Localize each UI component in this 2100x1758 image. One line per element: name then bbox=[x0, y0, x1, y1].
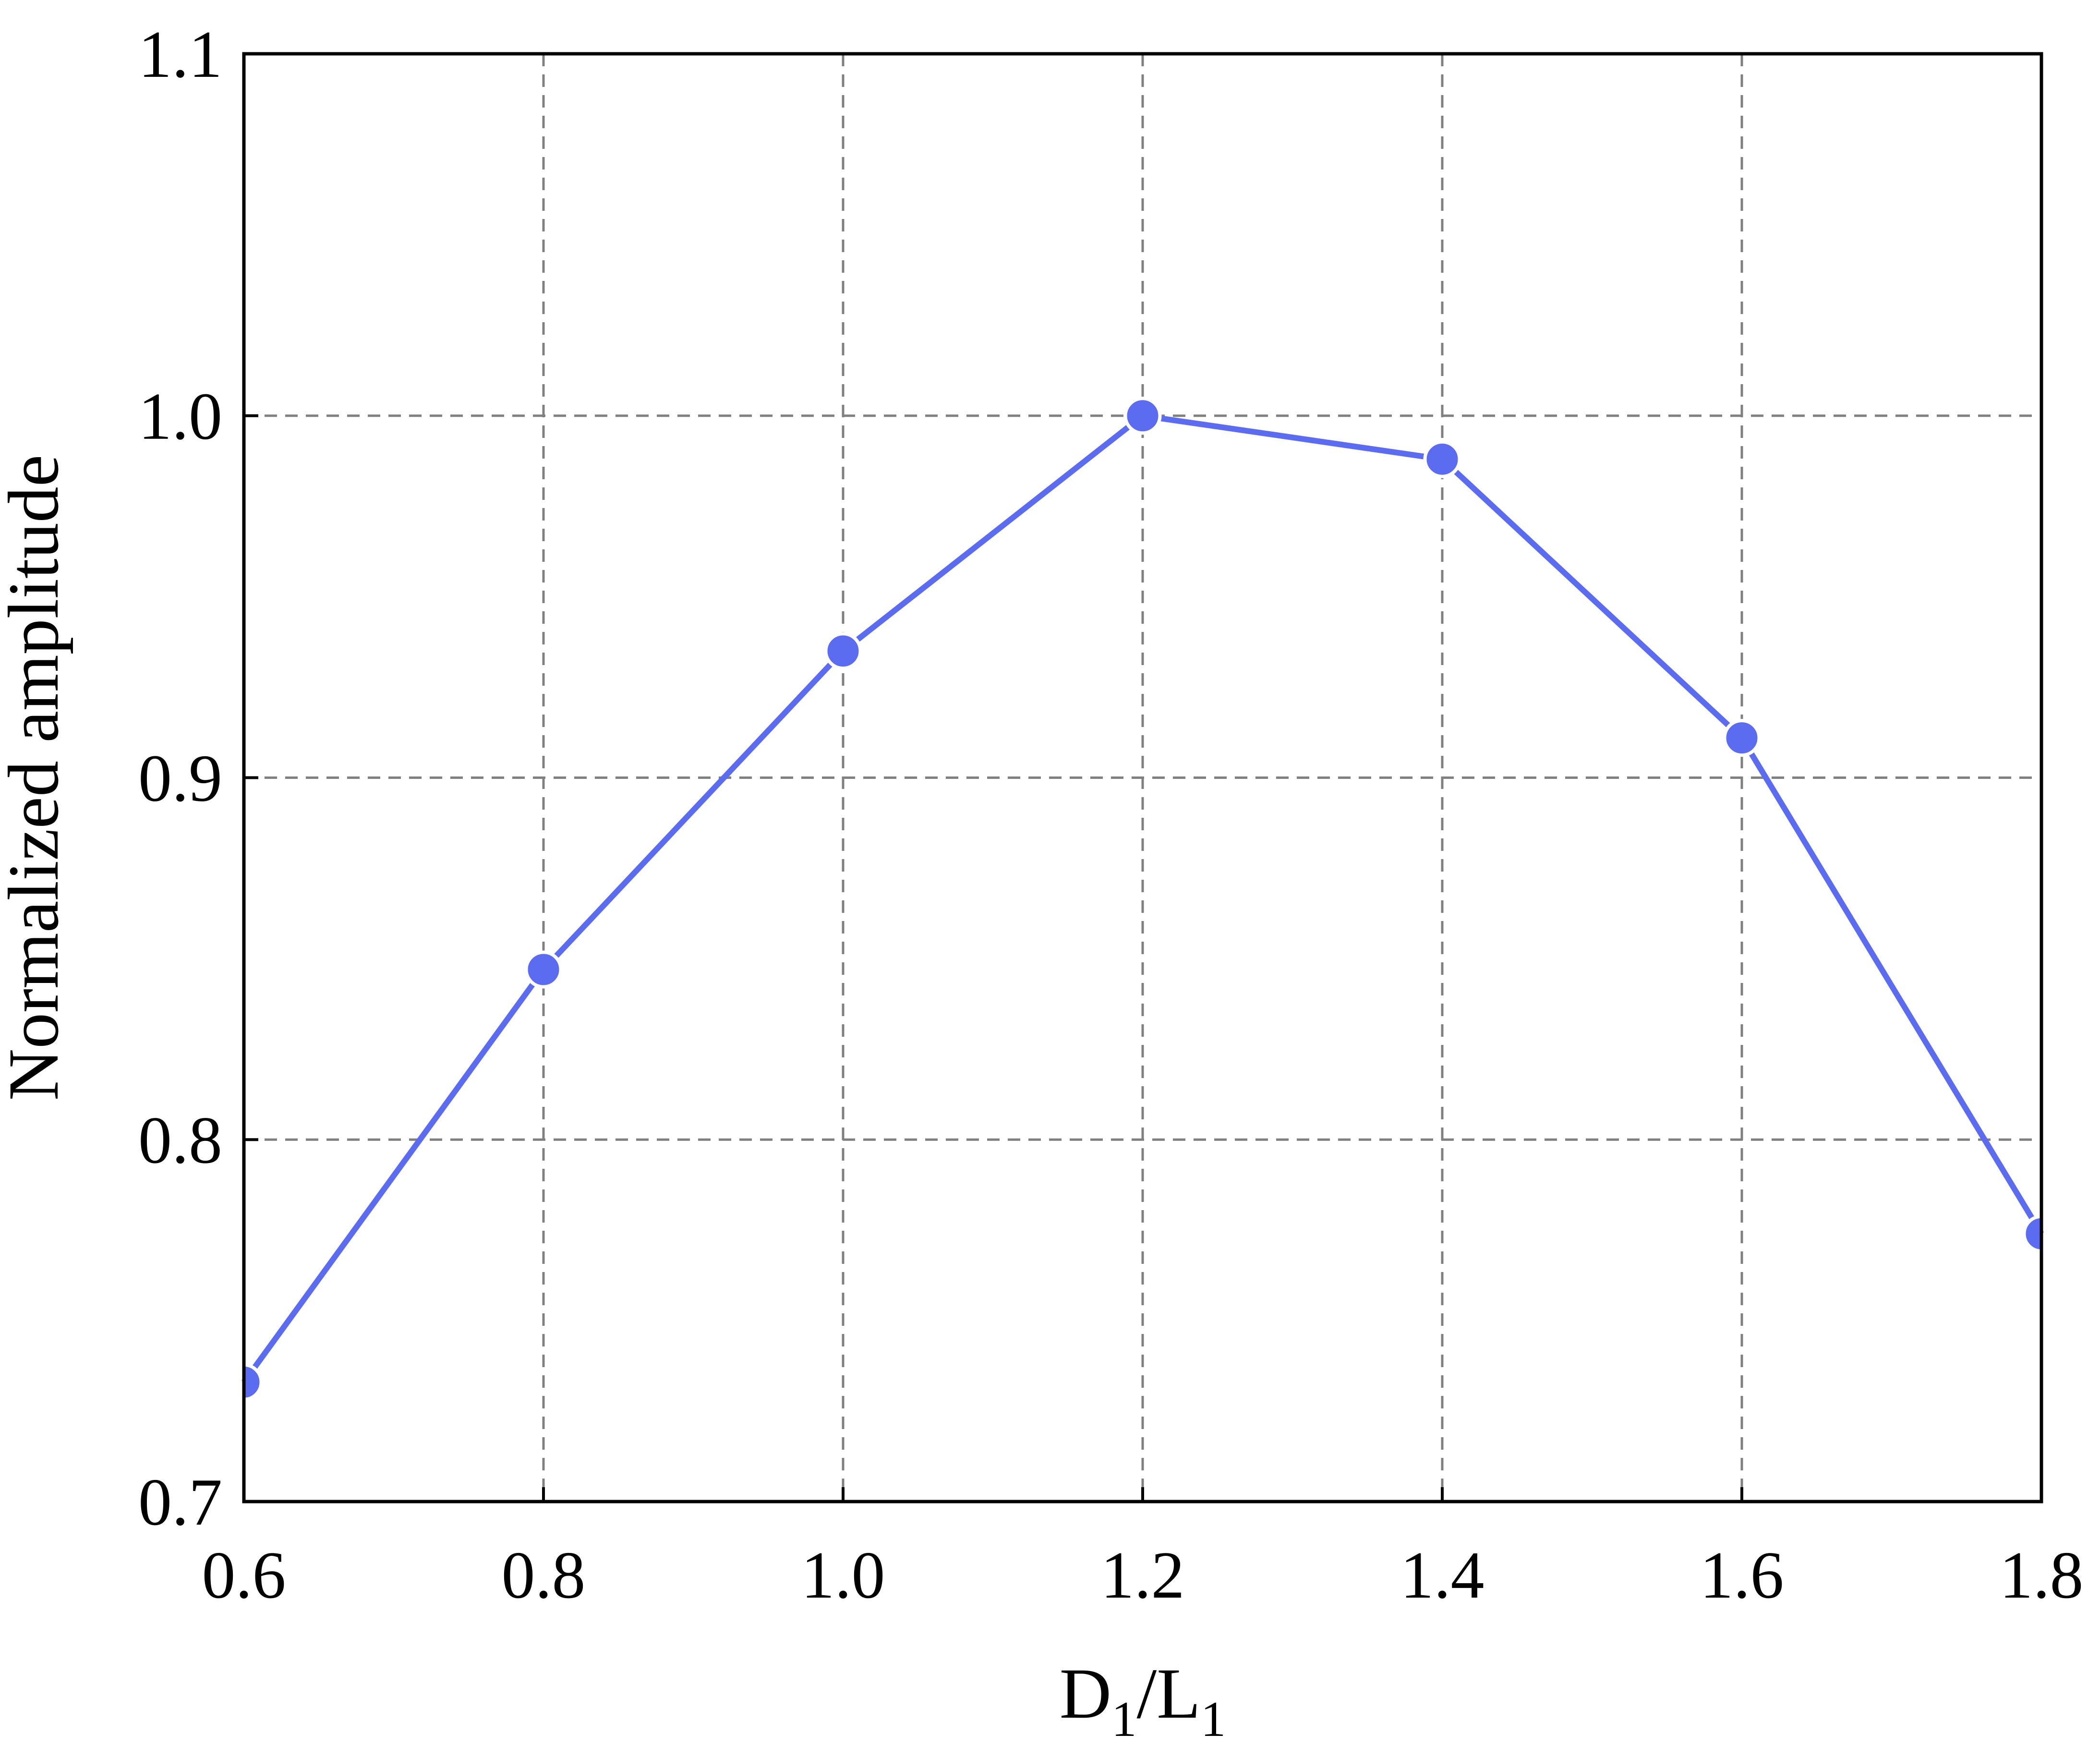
markers bbox=[244, 397, 2041, 1401]
y-tick-label: 0.8 bbox=[138, 1103, 222, 1177]
y-tick-label: 1.0 bbox=[138, 379, 222, 454]
x-axis-label-sub2: 1 bbox=[1201, 1691, 1226, 1747]
data-point bbox=[1723, 719, 1761, 757]
x-tick-label: 1.0 bbox=[801, 1538, 885, 1613]
x-axis-label-slash: /L bbox=[1137, 1654, 1201, 1734]
data-point bbox=[244, 1363, 263, 1401]
x-tick-label: 0.6 bbox=[202, 1538, 286, 1613]
y-axis-label: Normalized amplitude bbox=[0, 455, 73, 1101]
x-axis-label: D1/L1 bbox=[1060, 1654, 1226, 1747]
x-tick-label: 0.8 bbox=[502, 1538, 586, 1613]
data-point bbox=[1423, 440, 1461, 478]
x-tick-label: 1.6 bbox=[1700, 1538, 1784, 1613]
data-point bbox=[824, 632, 862, 670]
x-axis-label-main: D bbox=[1060, 1654, 1111, 1734]
y-tick-label: 0.7 bbox=[138, 1465, 222, 1540]
axis-ticks: 0.6 0.8 1.0 1.2 1.4 1.6 1.8 0.7 0.8 0.9 1.0 1.1 bbox=[138, 17, 2084, 1613]
y-tick-label: 0.9 bbox=[138, 741, 222, 816]
data-point bbox=[1123, 397, 1162, 435]
series-layer bbox=[241, 397, 2044, 1401]
data-point bbox=[2022, 1214, 2041, 1253]
x-tick-label: 1.4 bbox=[1400, 1538, 1484, 1613]
x-tick-label: 1.2 bbox=[1101, 1538, 1185, 1613]
x-axis-label-sub1: 1 bbox=[1111, 1691, 1137, 1747]
y-tick-label: 1.1 bbox=[138, 17, 222, 92]
x-tick-label: 1.8 bbox=[2000, 1538, 2084, 1613]
data-point bbox=[524, 950, 563, 989]
grid-lines bbox=[244, 54, 2041, 1502]
